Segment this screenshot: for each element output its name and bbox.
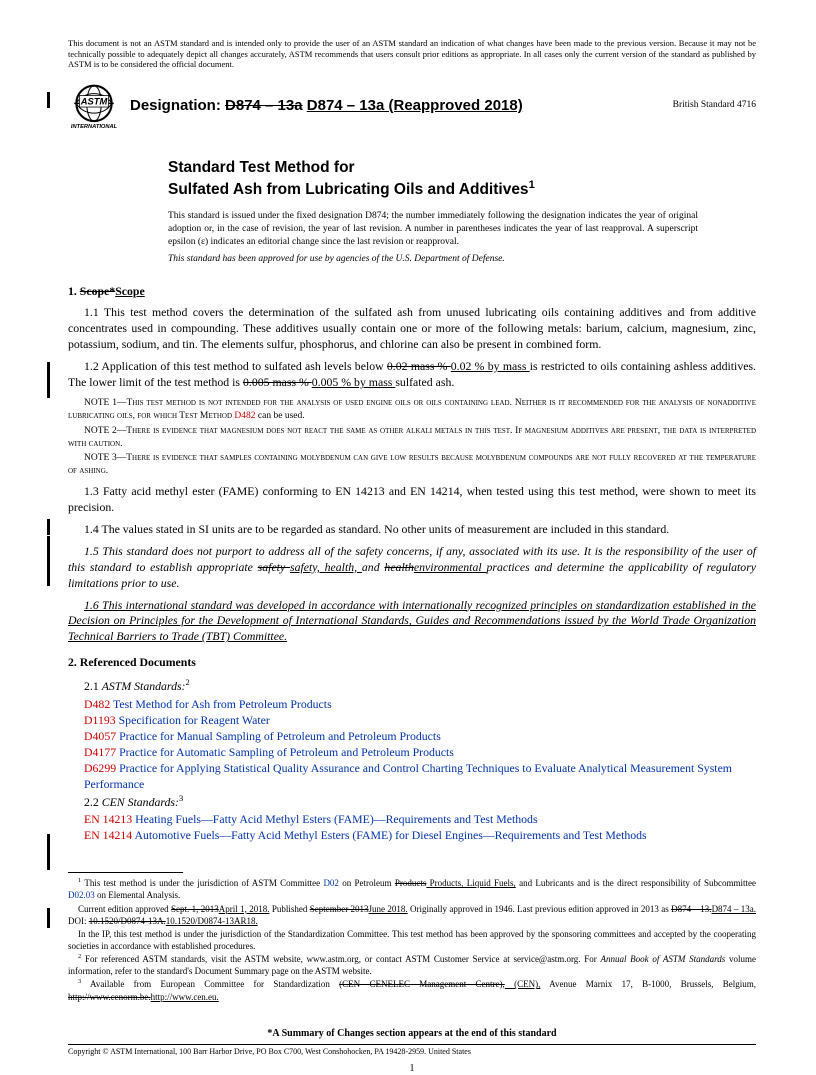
refs-2-2: 2.2 CEN Standards:3 xyxy=(68,793,756,811)
title-line1: Standard Test Method for xyxy=(168,158,756,178)
note-2: NOTE 2—There is evidence that magnesium … xyxy=(68,425,756,451)
header-row: ASTM INTERNATIONAL Designation: D874 – 1… xyxy=(68,80,756,132)
ref-en14214[interactable]: EN 14214 Automotive Fuels—Fatty Acid Met… xyxy=(68,828,756,844)
ref-d1193[interactable]: D1193 Specification for Reagent Water xyxy=(68,713,756,729)
ref-d4177[interactable]: D4177 Practice for Automatic Sampling of… xyxy=(68,745,756,761)
ref-d6299[interactable]: D6299 Practice for Applying Statistical … xyxy=(68,761,756,793)
footnote-1b: Current edition approved Sept. 1, 2013Ap… xyxy=(68,903,756,927)
ref-d482[interactable]: D482 Test Method for Ash from Petroleum … xyxy=(68,697,756,713)
para-1-6: 1.6 This international standard was deve… xyxy=(68,598,756,646)
title-block: Standard Test Method for Sulfated Ash fr… xyxy=(168,158,756,200)
para-1-3: 1.3 Fatty acid methyl ester (FAME) confo… xyxy=(68,484,756,516)
page-number: 1 xyxy=(68,1062,756,1075)
disclaimer-text: This document is not an ASTM standard an… xyxy=(68,38,756,70)
footnote-3: 3 Available from European Committee for … xyxy=(68,978,756,1002)
astm-logo: ASTM INTERNATIONAL xyxy=(68,80,120,132)
ref-d4057[interactable]: D4057 Practice for Manual Sampling of Pe… xyxy=(68,729,756,745)
para-1-2: 1.2 Application of this test method to s… xyxy=(68,359,756,391)
designation-label: Designation: xyxy=(130,97,225,114)
dod-approval-note: This standard has been approved for use … xyxy=(168,253,756,266)
para-1-4: 1.4 The values stated in SI units are to… xyxy=(68,522,756,538)
summary-changes-note: *A Summary of Changes section appears at… xyxy=(68,1027,756,1041)
designation: Designation: D874 – 13a D874 – 13a (Reap… xyxy=(130,96,673,116)
designation-new: D874 – 13a (Reapproved 2018) xyxy=(307,97,523,114)
refs-2-1: 2.1 ASTM Standards:2 xyxy=(68,677,756,695)
svg-text:ASTM: ASTM xyxy=(80,96,108,106)
para-1-5: 1.5 This standard does not purport to ad… xyxy=(68,544,756,592)
british-standard: British Standard 4716 xyxy=(673,99,756,112)
referenced-docs-heading: 2. Referenced Documents xyxy=(68,655,756,671)
link-d0203[interactable]: D02.03 xyxy=(68,890,95,900)
svg-text:INTERNATIONAL: INTERNATIONAL xyxy=(71,124,118,130)
issue-note: This standard is issued under the fixed … xyxy=(168,210,698,248)
footnote-1-ip: In the IP, this test method is under the… xyxy=(68,928,756,952)
title-line2: Sulfated Ash from Lubricating Oils and A… xyxy=(168,178,756,200)
footnote-rule xyxy=(68,872,183,873)
para-1-1: 1.1 This test method covers the determin… xyxy=(68,305,756,353)
footnote-1: 1 This test method is under the jurisdic… xyxy=(68,877,756,901)
ref-en14213[interactable]: EN 14213 Heating Fuels—Fatty Acid Methyl… xyxy=(68,812,756,828)
note-3: NOTE 3—There is evidence that samples co… xyxy=(68,452,756,478)
note-1: NOTE 1—This test method is not intended … xyxy=(68,397,756,423)
designation-old: D874 – 13a xyxy=(225,97,303,114)
link-d02[interactable]: D02 xyxy=(323,878,339,888)
link-d482[interactable]: D482 xyxy=(234,411,255,421)
footnote-2: 2 For referenced ASTM standards, visit t… xyxy=(68,953,756,977)
scope-heading: 1. Scope*Scope xyxy=(68,284,756,300)
